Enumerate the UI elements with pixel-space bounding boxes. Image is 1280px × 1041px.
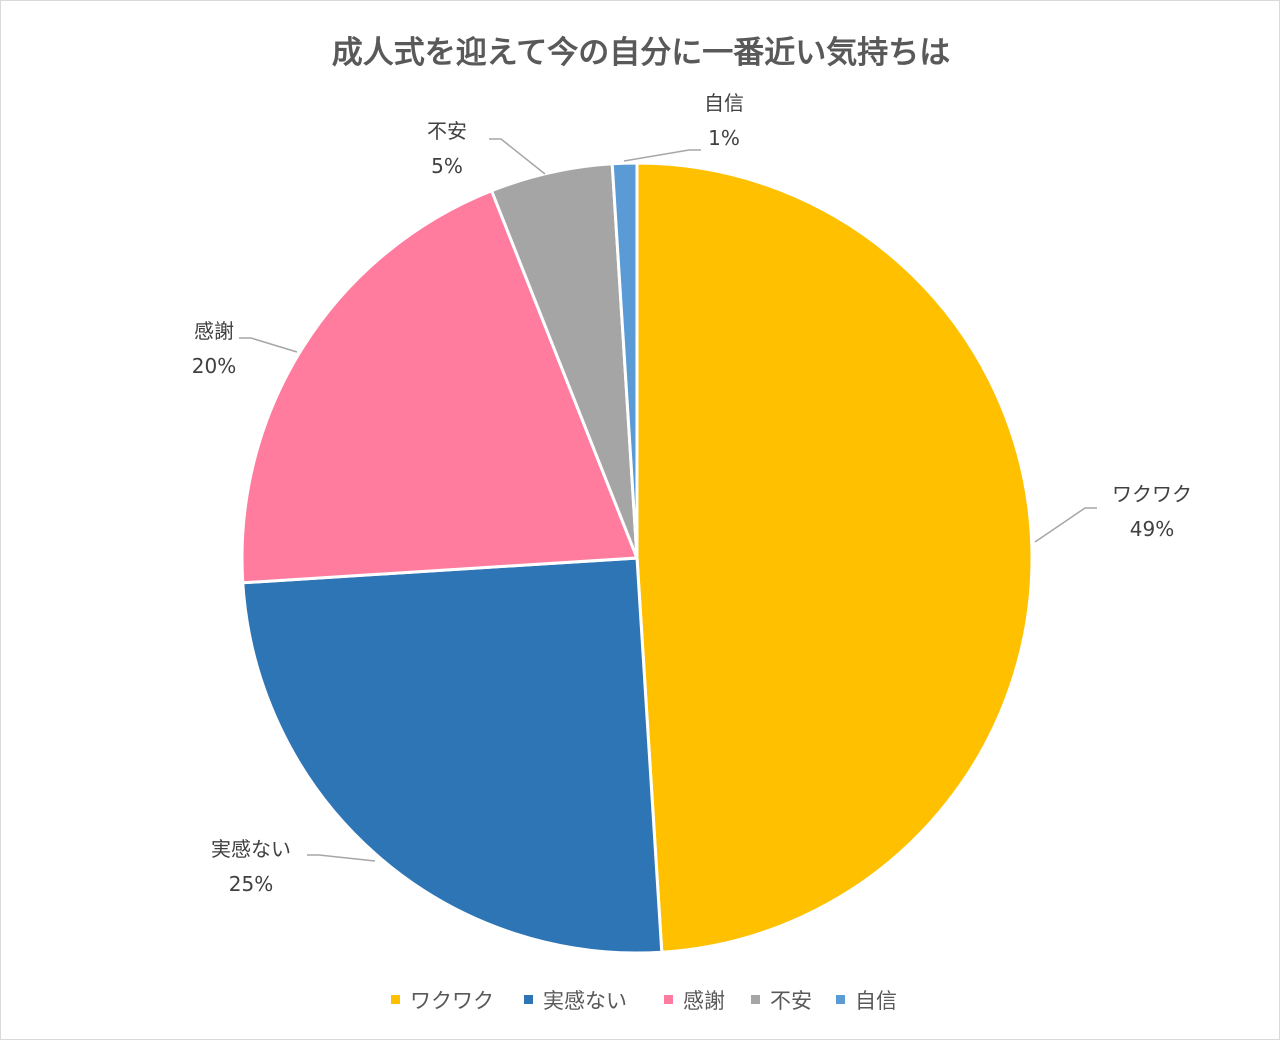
leader-line-2 <box>307 854 376 862</box>
legend-swatch <box>524 995 533 1004</box>
legend-item: ワクワク <box>391 989 494 1013</box>
legend-label: ワクワク <box>410 989 494 1013</box>
legend-item: 実感ない <box>524 989 627 1013</box>
legend-label: 不安 <box>770 989 812 1013</box>
leader-line-5 <box>623 149 701 162</box>
legend-swatch <box>664 995 673 1004</box>
slice-category-label: 感謝 <box>194 319 234 343</box>
slice-percent-label: 25% <box>229 872 273 896</box>
slice-category-label: 自信 <box>704 91 744 115</box>
legend-item: 不安 <box>751 989 812 1013</box>
legend-item: 自信 <box>836 989 897 1013</box>
legend-label: 実感ない <box>543 989 627 1013</box>
leader-lines <box>239 138 1097 862</box>
leader-line-3 <box>239 337 298 353</box>
legend: ワクワク 実感ない 感謝 不安 自信 <box>391 989 897 1013</box>
legend-swatch <box>391 995 400 1004</box>
pie-slices <box>240 161 1034 955</box>
pie-slice-2 <box>241 556 664 955</box>
pie-slice-5 <box>610 161 639 560</box>
slice-percent-label: 49% <box>1130 517 1174 541</box>
slice-percent-label: 20% <box>192 354 236 378</box>
legend-label: 自信 <box>855 989 897 1013</box>
pie-slice-3 <box>240 189 639 585</box>
legend-swatch <box>751 995 760 1004</box>
data-labels: ワクワク 49% 実感ない 25% 感謝 20% 不安 5% 自信 1% <box>192 91 1192 896</box>
legend-item: 感謝 <box>664 989 725 1013</box>
leader-line-1 <box>1034 507 1097 543</box>
slice-percent-label: 1% <box>708 126 740 150</box>
slice-category-label: ワクワク <box>1112 482 1192 506</box>
chart-title: 成人式を迎えて今の自分に一番近い気持ちは <box>332 35 950 71</box>
slice-category-label: 不安 <box>427 119 467 143</box>
slice-percent-label: 5% <box>431 154 463 178</box>
slice-category-label: 実感ない <box>211 837 291 861</box>
legend-swatch <box>836 995 845 1004</box>
pie-slice-1 <box>635 161 1034 954</box>
leader-line-4 <box>489 138 546 175</box>
legend-label: 感謝 <box>683 989 725 1013</box>
